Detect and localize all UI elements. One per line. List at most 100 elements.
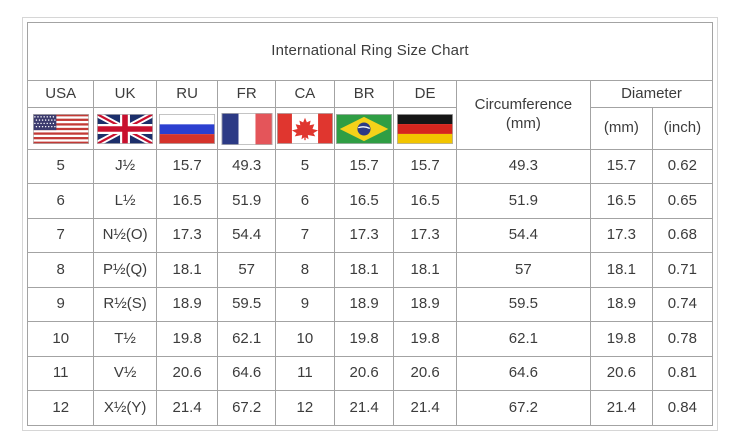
title-row: International Ring Size Chart bbox=[27, 22, 713, 81]
cell: 57 bbox=[455, 252, 592, 288]
canada-flag-icon bbox=[276, 113, 333, 144]
cell: 19.8 bbox=[393, 321, 457, 357]
cell: 18.1 bbox=[155, 252, 219, 288]
cell: 51.9 bbox=[217, 183, 276, 219]
cell: 54.4 bbox=[455, 217, 592, 254]
cell: 6 bbox=[274, 183, 335, 219]
cell: 0.71 bbox=[651, 252, 714, 288]
cell: 9 bbox=[26, 286, 95, 323]
cell: R½(S) bbox=[93, 286, 157, 323]
brazil-flag-icon bbox=[336, 113, 393, 144]
table-row: 5 J½ 15.7 49.3 5 15.7 15.7 49.3 15.7 0.6… bbox=[26, 148, 714, 185]
cell: 16.5 bbox=[333, 183, 395, 219]
cell: 15.7 bbox=[155, 148, 219, 185]
cell: 15.7 bbox=[393, 148, 457, 185]
cell: 21.4 bbox=[155, 390, 219, 426]
cell: 15.7 bbox=[590, 148, 653, 185]
cell: 0.78 bbox=[651, 321, 714, 357]
table-row: 10 T½ 19.8 62.1 10 19.8 19.8 62.1 19.8 0… bbox=[26, 321, 714, 357]
table-row: 7 N½(O) 17.3 54.4 7 17.3 17.3 54.4 17.3 … bbox=[26, 217, 714, 254]
diameter-mm-header: (mm) bbox=[590, 107, 653, 150]
circumference-unit-label: (mm) bbox=[505, 114, 541, 132]
cell: J½ bbox=[93, 148, 157, 185]
cell: 18.1 bbox=[333, 252, 395, 288]
cell: 18.1 bbox=[590, 252, 653, 288]
cell: 8 bbox=[26, 252, 95, 288]
cell: 17.3 bbox=[155, 217, 219, 254]
cell: 20.6 bbox=[333, 355, 395, 392]
column-header-fr: FR bbox=[217, 79, 276, 109]
cell: 18.1 bbox=[393, 252, 457, 288]
chart-title: International Ring Size Chart bbox=[27, 22, 713, 81]
cell: 6 bbox=[26, 183, 95, 219]
cell: 21.4 bbox=[393, 390, 457, 426]
cell: P½(Q) bbox=[93, 252, 157, 288]
canada-flag-cell bbox=[274, 107, 335, 150]
cell: 16.5 bbox=[155, 183, 219, 219]
germany-flag-icon bbox=[397, 113, 454, 144]
ring-size-chart-frame: International Ring Size Chart USA UK RU … bbox=[22, 17, 718, 431]
cell: 67.2 bbox=[217, 390, 276, 426]
brazil-flag-cell bbox=[333, 107, 395, 150]
cell: 18.9 bbox=[155, 286, 219, 323]
cell: 11 bbox=[26, 355, 95, 392]
cell: 54.4 bbox=[217, 217, 276, 254]
circumference-label: Circumference bbox=[474, 96, 573, 114]
cell: 64.6 bbox=[217, 355, 276, 392]
header-label-row: USA UK RU FR CA BR DE Circumference (mm)… bbox=[26, 79, 713, 150]
cell: 7 bbox=[26, 217, 95, 254]
cell: 21.4 bbox=[333, 390, 395, 426]
cell: 64.6 bbox=[455, 355, 592, 392]
cell: 62.1 bbox=[217, 321, 276, 357]
cell: 17.3 bbox=[393, 217, 457, 254]
cell: 21.4 bbox=[590, 390, 653, 426]
cell: X½(Y) bbox=[93, 390, 157, 426]
column-header-usa: USA bbox=[26, 79, 95, 109]
cell: 67.2 bbox=[455, 390, 592, 426]
cell: 57 bbox=[217, 252, 276, 288]
column-header-diameter: Diameter bbox=[590, 79, 713, 109]
cell: 19.8 bbox=[590, 321, 653, 357]
cell: 51.9 bbox=[455, 183, 592, 219]
table-row: 9 R½(S) 18.9 59.5 9 18.9 18.9 59.5 18.9 … bbox=[26, 286, 714, 323]
cell: 59.5 bbox=[217, 286, 276, 323]
cell: 12 bbox=[26, 390, 95, 426]
cell: 49.3 bbox=[217, 148, 276, 185]
cell: 18.9 bbox=[393, 286, 457, 323]
cell: 19.8 bbox=[155, 321, 219, 357]
cell: T½ bbox=[93, 321, 157, 357]
usa-flag-cell bbox=[26, 107, 95, 150]
cell: 17.3 bbox=[333, 217, 395, 254]
cell: N½(O) bbox=[93, 217, 157, 254]
cell: 62.1 bbox=[455, 321, 592, 357]
cell: 20.6 bbox=[155, 355, 219, 392]
column-header-de: DE bbox=[393, 79, 457, 109]
cell: 18.9 bbox=[590, 286, 653, 323]
russia-flag-cell bbox=[155, 107, 219, 150]
cell: 19.8 bbox=[333, 321, 395, 357]
table-row: 11 V½ 20.6 64.6 11 20.6 20.6 64.6 20.6 0… bbox=[26, 355, 714, 392]
table-row: 12 X½(Y) 21.4 67.2 12 21.4 21.4 67.2 21.… bbox=[26, 390, 714, 426]
table-row: 8 P½(Q) 18.1 57 8 18.1 18.1 57 18.1 0.71 bbox=[26, 252, 714, 288]
cell: 5 bbox=[274, 148, 335, 185]
cell: 10 bbox=[274, 321, 335, 357]
cell: L½ bbox=[93, 183, 157, 219]
cell: 0.81 bbox=[651, 355, 714, 392]
cell: 49.3 bbox=[455, 148, 592, 185]
cell: 20.6 bbox=[590, 355, 653, 392]
cell: 9 bbox=[274, 286, 335, 323]
header-flag-row: (mm) (inch) bbox=[26, 107, 714, 150]
cell: 15.7 bbox=[333, 148, 395, 185]
cell: 8 bbox=[274, 252, 335, 288]
france-flag-icon bbox=[221, 112, 273, 145]
germany-flag-cell bbox=[393, 107, 457, 150]
cell: 20.6 bbox=[393, 355, 457, 392]
cell: 0.84 bbox=[651, 390, 714, 426]
cell: 7 bbox=[274, 217, 335, 254]
cell: 16.5 bbox=[590, 183, 653, 219]
cell: 0.62 bbox=[651, 148, 714, 185]
cell: 0.74 bbox=[651, 286, 714, 323]
cell: 11 bbox=[274, 355, 335, 392]
cell: 0.68 bbox=[651, 217, 714, 254]
